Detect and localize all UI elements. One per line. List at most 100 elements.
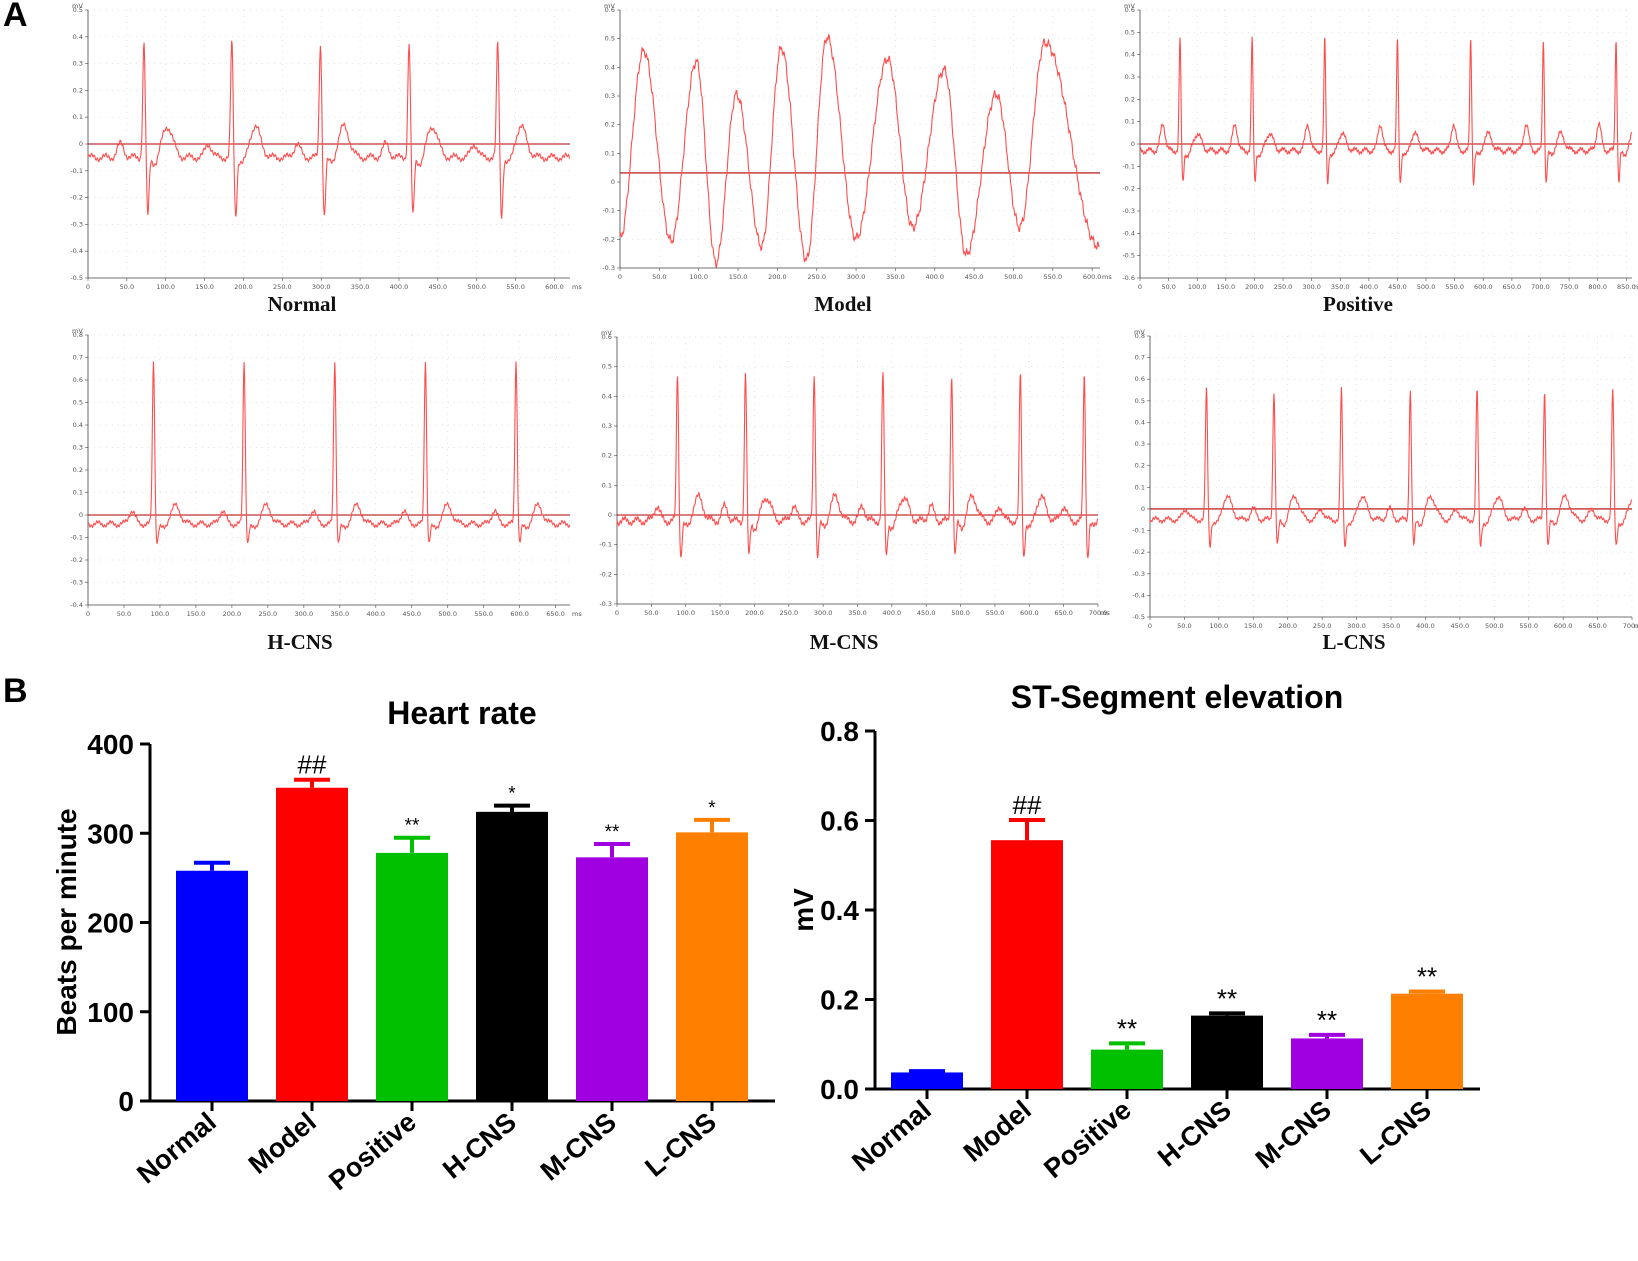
significance-mark: **	[1317, 1005, 1337, 1035]
ecg-xtick-label: 500.0	[438, 610, 457, 618]
ecg-ytick-label: -0.2	[1122, 185, 1135, 193]
ecg-xtick-label: 400.0	[1360, 283, 1379, 291]
ecg-ytick-label: -0.5	[70, 274, 83, 282]
y-tick-label: 0.2	[820, 985, 859, 1016]
ecg-xtick-label: 550.0	[506, 283, 525, 291]
ecg-xtick-label: 450.0	[917, 609, 936, 617]
ecg-ytick-label: -0.4	[70, 601, 83, 609]
bar-h-cns	[476, 811, 548, 1101]
ecg-ytick-label: 0.6	[602, 333, 612, 341]
ecg-xtick-label: 350.0	[886, 273, 905, 281]
ecg-xtick-label: 100.0	[676, 609, 695, 617]
ecg-y-unit: mV	[1124, 2, 1135, 10]
ecg-xtick-label: 50.0	[117, 610, 131, 618]
ecg-xtick-label: 400.0	[390, 283, 409, 291]
ecg-ytick-label: 0.6	[73, 376, 83, 384]
x-category-label: H-CNS	[1152, 1095, 1237, 1173]
ecg-group-label: H-CNS	[267, 630, 332, 654]
ecg-xtick-label: 500.0	[951, 609, 970, 617]
x-category-label: Normal	[131, 1107, 222, 1190]
bar-m-cns	[1291, 1038, 1363, 1089]
ecg-group-label: Positive	[1323, 292, 1393, 316]
ecg-ytick-label: 0.1	[73, 113, 83, 121]
ecg-xtick-label: 500.0	[467, 283, 486, 291]
ecg-xtick-label: 450.0	[429, 283, 448, 291]
ecg-group-label: L-CNS	[1322, 630, 1385, 654]
ecg-ytick-label: -0.5	[1122, 252, 1135, 260]
ecg-xtick-label: 200.0	[745, 609, 764, 617]
ecg-xtick-label: 150.0	[187, 610, 206, 618]
ecg-ytick-label: -0.3	[602, 264, 615, 272]
ecg-xtick-label: 550.0	[1519, 622, 1538, 630]
ecg-xtick-label: 250.0	[807, 273, 826, 281]
bar-h-cns	[1191, 1015, 1263, 1089]
ecg-ytick-label: 0	[608, 511, 612, 519]
bar-normal	[891, 1072, 963, 1089]
ecg-xtick-label: 500.0	[1004, 273, 1023, 281]
ecg-xtick-label: 600.0	[545, 283, 564, 291]
ecg-ytick-label: -0.2	[1132, 548, 1145, 556]
ecg-xtick-label: 250.0	[273, 283, 292, 291]
bar-model	[991, 840, 1063, 1089]
ecg-panel-positive: 0 50.0 100.0 150.0 200.0 250.0 300.0 350.0 400.0…	[1122, 2, 1638, 316]
ecg-ytick-label: 0.6	[605, 6, 615, 14]
ecg-xtick-label: 550.0	[474, 610, 493, 618]
x-category-label: M-CNS	[1250, 1095, 1337, 1175]
ecg-trace	[87, 40, 571, 219]
significance-mark: **	[1117, 1013, 1137, 1043]
x-category-label: H-CNS	[437, 1107, 522, 1185]
ecg-xtick-label: 0	[86, 283, 90, 291]
significance-mark: **	[605, 822, 620, 843]
ecg-ytick-label: -0.1	[599, 541, 612, 549]
ecg-ytick-label: -0.6	[1122, 274, 1135, 282]
significance-mark: *	[508, 784, 516, 805]
y-tick-label: 100	[87, 997, 134, 1028]
ecg-ytick-label: 0.4	[73, 33, 83, 41]
ecg-xtick-label: 800.0	[1588, 283, 1607, 291]
significance-mark: ##	[1013, 790, 1042, 820]
ecg-xtick-label: 250.0	[1274, 283, 1293, 291]
ecg-xtick-label: 300.0	[1302, 283, 1321, 291]
ecg-xtick-label: 150.0	[1244, 622, 1263, 630]
ecg-ytick-label: 0	[1131, 140, 1135, 148]
ecg-ytick-label: 0.5	[1125, 28, 1135, 36]
ecg-trace	[1149, 387, 1633, 548]
ecg-xtick-label: 600.0	[510, 610, 529, 618]
significance-mark: **	[1217, 983, 1237, 1013]
significance-mark: **	[405, 816, 420, 837]
ecg-panel-l-cns: 0 50.0 100.0 150.0 200.0 250.0 300.0 350.0 400.0…	[1132, 328, 1638, 654]
ecg-ytick-label: 0.2	[605, 121, 615, 129]
x-category-label: Model	[243, 1107, 322, 1180]
ecg-x-unit: ms	[572, 610, 582, 618]
ecg-xtick-label: 300.0	[814, 609, 833, 617]
ecg-xtick-label: 350.0	[1331, 283, 1350, 291]
ecg-xtick-label: 600.0	[1474, 283, 1493, 291]
ecg-group-label: Model	[814, 292, 871, 316]
ecg-ytick-label: -0.1	[70, 167, 83, 175]
ecg-xtick-label: 600.0	[1554, 622, 1573, 630]
ecg-ytick-label: 0.1	[73, 489, 83, 497]
ecg-x-unit: ms	[1634, 283, 1638, 291]
ecg-ytick-label: 0.2	[1135, 462, 1145, 470]
ecg-ytick-label: 0.6	[1125, 6, 1135, 14]
bar-chart-heart-rate: Heart rate Beats per minute 0 100 200 300 400 N…	[51, 695, 775, 1196]
ecg-ytick-label: 0.1	[1135, 483, 1145, 491]
ecg-ytick-label: 0.1	[602, 481, 612, 489]
ecg-xtick-label: 200.0	[768, 273, 787, 281]
x-category-label: L-CNS	[639, 1107, 721, 1183]
ecg-ytick-label: 0.8	[1135, 332, 1145, 340]
y-axis-label: Beats per minute	[51, 808, 82, 1035]
ecg-xtick-label: 300.0	[1347, 622, 1366, 630]
ecg-xtick-label: 400.0	[366, 610, 385, 618]
ecg-panel-m-cns: 0 50.0 100.0 150.0 200.0 250.0 300.0 350.0 400.0…	[599, 329, 1110, 654]
ecg-trace	[616, 372, 1099, 558]
ecg-xtick-label: 200.0	[234, 283, 253, 291]
ecg-xtick-label: 300.0	[312, 283, 331, 291]
significance-mark: **	[1417, 961, 1437, 991]
ecg-ytick-label: 0.5	[73, 399, 83, 407]
ecg-ytick-label: 0.4	[73, 421, 83, 429]
ecg-panel-model: 0 50.0 100.0 150.0 200.0 250.0 300.0 350.0 400.0…	[602, 2, 1112, 316]
ecg-xtick-label: 250.0	[1313, 622, 1332, 630]
ecg-xtick-label: 450.0	[1451, 622, 1470, 630]
